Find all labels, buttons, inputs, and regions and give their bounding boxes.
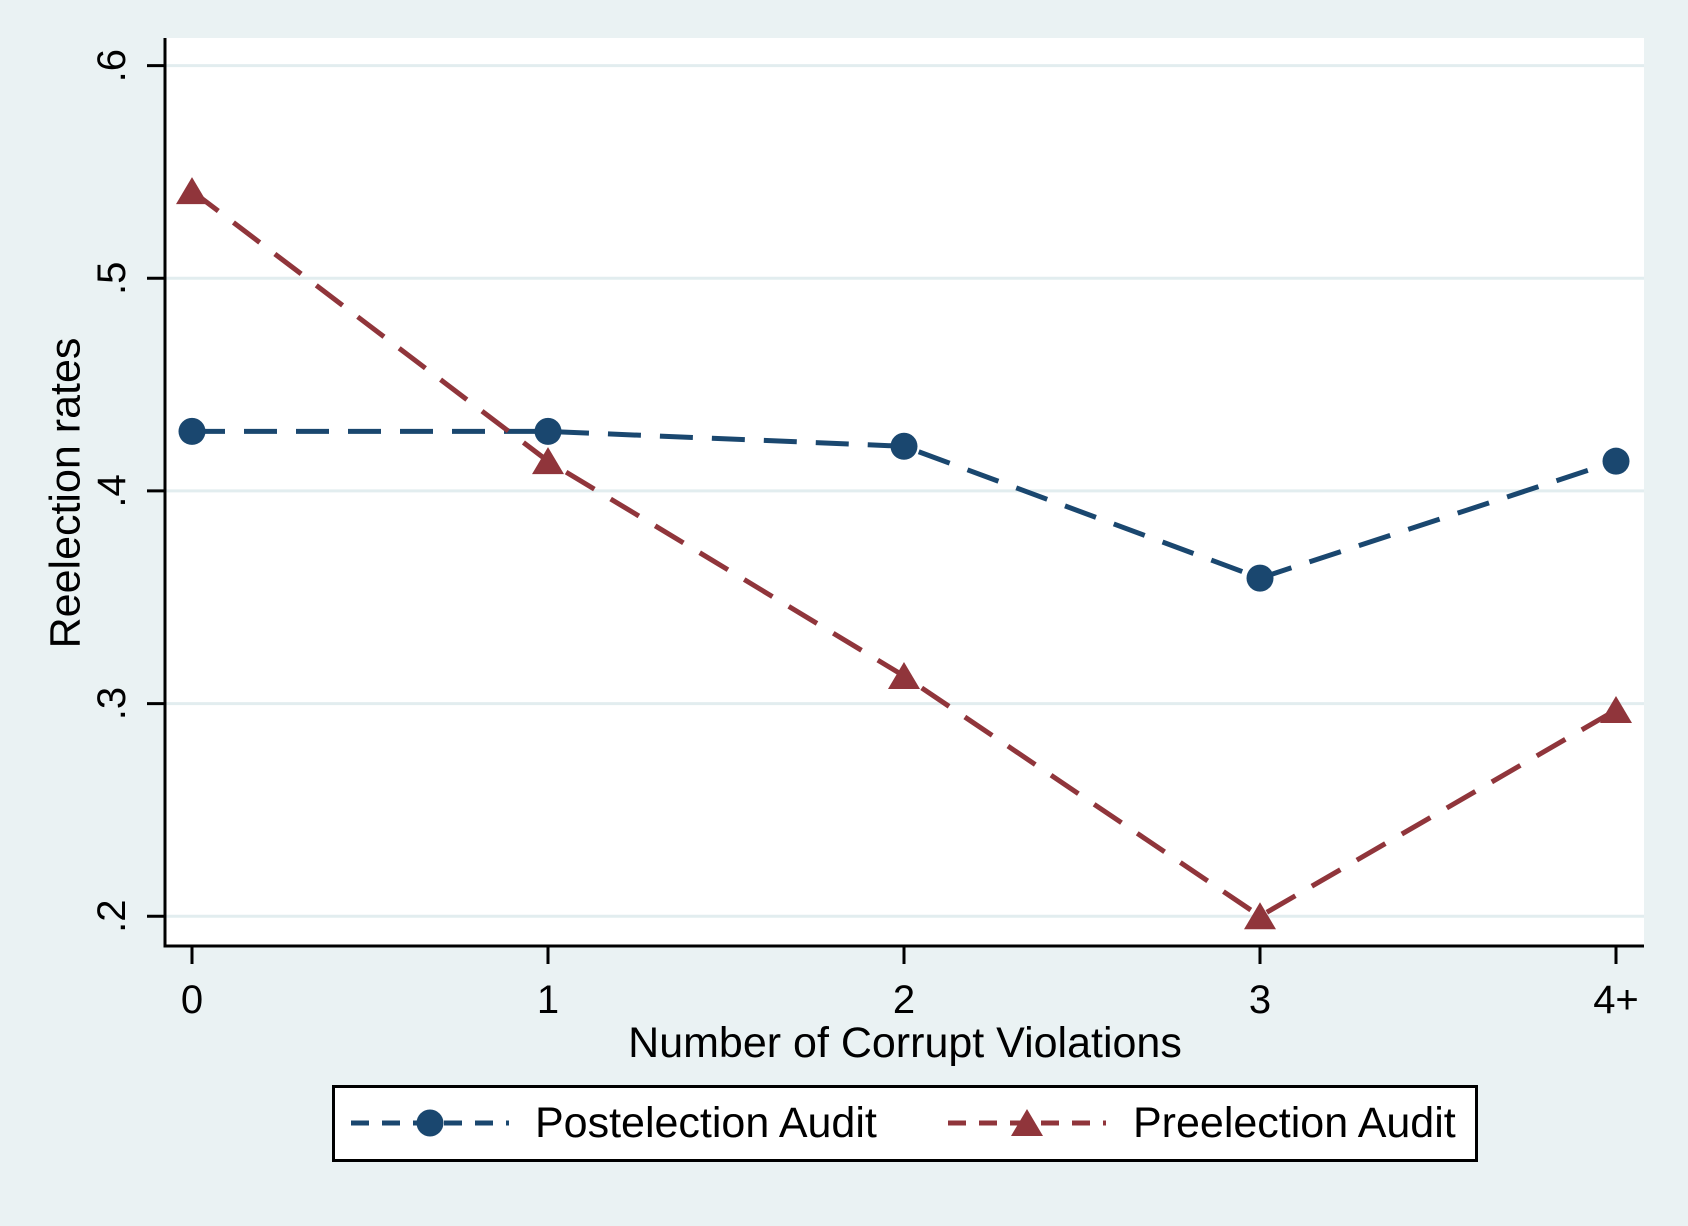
triangle-marker-icon bbox=[1600, 695, 1632, 723]
y-tick-label: .4 bbox=[90, 474, 134, 507]
x-tick-label: 2 bbox=[893, 978, 915, 1022]
series-line-circle bbox=[192, 428, 1617, 581]
legend: Postelection Audit Preelection Audit bbox=[332, 1085, 1478, 1162]
legend-label-postelection: Postelection Audit bbox=[535, 1099, 877, 1147]
triangle-marker-icon bbox=[1244, 902, 1276, 930]
x-tick-label: 4+ bbox=[1593, 978, 1639, 1022]
circle-marker-icon bbox=[890, 432, 918, 460]
x-axis-title: Number of Corrupt Violations bbox=[628, 1019, 1182, 1067]
triangle-marker-icon bbox=[1011, 1109, 1043, 1136]
x-tick-label: 0 bbox=[181, 978, 203, 1022]
circle-marker-icon bbox=[534, 417, 562, 445]
legend-line-sample-postelection bbox=[351, 1109, 509, 1137]
circle-marker-icon bbox=[1602, 447, 1630, 475]
y-tick-label: .3 bbox=[90, 687, 134, 720]
x-tick-label: 3 bbox=[1249, 978, 1271, 1022]
y-tick-label: .6 bbox=[90, 49, 134, 82]
y-tick-label: .2 bbox=[90, 900, 134, 933]
y-axis-title: Reelection rates bbox=[41, 337, 90, 649]
legend-line-sample-preelection bbox=[948, 1109, 1106, 1136]
circle-marker-icon bbox=[416, 1109, 444, 1137]
circle-marker-icon bbox=[178, 417, 206, 445]
legend-label-preelection: Preelection Audit bbox=[1133, 1099, 1456, 1147]
circle-marker-icon bbox=[1246, 564, 1274, 592]
x-tick-label: 1 bbox=[537, 978, 559, 1022]
triangle-marker-icon bbox=[532, 447, 564, 475]
triangle-marker-icon bbox=[888, 661, 920, 689]
y-tick-label: .5 bbox=[90, 262, 134, 295]
triangle-marker-icon bbox=[176, 177, 208, 205]
